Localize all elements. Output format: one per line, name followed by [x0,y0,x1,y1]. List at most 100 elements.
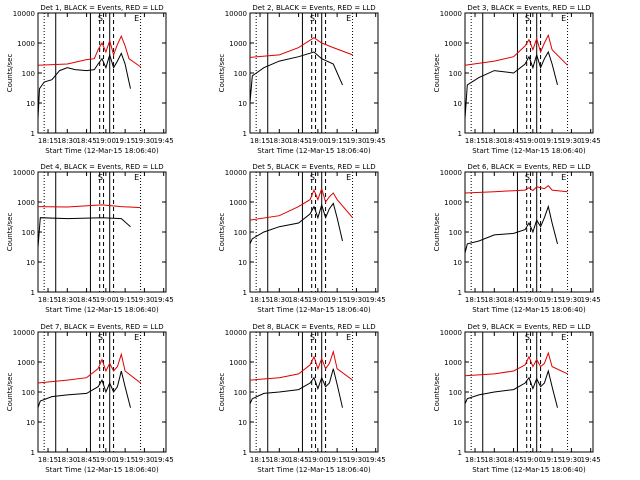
plot-frame [464,171,594,293]
detector-plot-6: 1 10 100 1000 10000 18:15 18:30 18:45 19:00 19:15… [433,163,601,314]
x-tick-label: 18:45 [503,137,523,145]
y-tick-label: 10000 [225,169,247,177]
y-tick-label: 1000 [444,359,462,367]
y-tick-label: 10000 [225,329,247,337]
y-tick-label: 10 [453,419,462,427]
y-tick-label: 1000 [444,40,462,48]
end-marker-label: E [561,173,566,182]
plot-frame [249,331,379,453]
x-tick-label: 18:30 [269,137,289,145]
plot-frame [249,12,379,134]
x-tick-label: 19:15 [327,137,347,145]
detector-plot-7: 1 10 100 1000 10000 18:15 18:30 18:45 19:00 19:15… [6,323,174,474]
x-tick-label: 18:45 [288,456,308,464]
y-tick-label: 100 [234,229,247,237]
x-tick-label: 18:15 [38,296,58,304]
x-tick-label: 19:15 [115,296,135,304]
x-tick-label: 19:30 [134,137,154,145]
x-tick-label: 19:45 [581,137,601,145]
y-tick-label: 10 [453,100,462,108]
y-tick-label: 100 [449,389,462,397]
y-axis-label: Counts/sec [218,54,226,93]
x-tick-label: 19:45 [366,296,386,304]
detector-plot-9: 1 10 100 1000 10000 18:15 18:30 18:45 19:00 19:15… [433,323,601,474]
black-series-line [37,370,131,408]
start-marker-label: S [310,173,315,182]
y-tick-label: 10 [238,419,247,427]
black-series-line [249,368,343,408]
start-marker-label: S [310,333,315,342]
x-tick-label: 19:45 [581,456,601,464]
end-marker-label: E [346,14,351,23]
y-tick-label: 100 [449,229,462,237]
y-tick-label: 10000 [13,329,35,337]
y-tick-label: 1 [243,449,247,457]
red-series-line [249,186,353,221]
y-tick-label: 1 [243,289,247,297]
black-series-line [464,50,558,119]
y-tick-label: 1 [31,289,35,297]
y-axis-label: Counts/sec [433,373,441,412]
x-tick-label: 18:30 [484,137,504,145]
y-tick-label: 10000 [225,10,247,18]
red-series-line [464,185,568,194]
y-tick-label: 1 [31,449,35,457]
start-marker-label: S [98,173,103,182]
y-axis-label: Counts/sec [218,213,226,252]
plot-title: Det 3, BLACK = Events, RED = LLD [467,4,590,12]
detector-plot-8: 1 10 100 1000 10000 18:15 18:30 18:45 19:00 19:15… [218,323,386,474]
x-axis-label: Start Time (12-Mar-15 18:06:40) [257,306,371,314]
x-tick-label: 19:00 [523,296,543,304]
end-marker-label: E [134,333,139,342]
x-tick-label: 19:30 [346,296,366,304]
y-tick-label: 10000 [440,169,462,177]
x-tick-label: 19:30 [561,137,581,145]
y-tick-label: 10000 [440,10,462,18]
x-axis-label: Start Time (12-Mar-15 18:06:40) [257,466,371,474]
x-axis-label: Start Time (12-Mar-15 18:06:40) [472,306,586,314]
start-marker-label: S [525,333,530,342]
y-axis-label: Counts/sec [433,54,441,93]
y-tick-label: 1000 [444,199,462,207]
y-tick-label: 10000 [440,329,462,337]
detector-plot-3: 1 10 100 1000 10000 18:15 18:30 18:45 19:00 19:15… [433,4,601,155]
x-tick-label: 19:00 [308,296,328,304]
end-marker-label: E [346,173,351,182]
x-tick-label: 18:45 [288,137,308,145]
plot-title: Det 2, BLACK = Events, RED = LLD [252,4,375,12]
x-tick-label: 19:30 [134,296,154,304]
red-series-line [464,33,568,66]
red-series-line [37,204,141,209]
plot-title: Det 7, BLACK = Events, RED = LLD [40,323,163,331]
x-axis-label: Start Time (12-Mar-15 18:06:40) [257,147,371,155]
x-tick-label: 18:15 [465,137,485,145]
black-series-line [464,369,558,408]
x-tick-label: 19:15 [115,137,135,145]
x-tick-label: 18:15 [465,456,485,464]
detector-plot-5: 1 10 100 1000 10000 18:15 18:30 18:45 19:00 19:15… [218,163,386,314]
x-axis-label: Start Time (12-Mar-15 18:06:40) [472,466,586,474]
x-tick-label: 18:30 [57,456,77,464]
x-axis-label: Start Time (12-Mar-15 18:06:40) [472,147,586,155]
x-tick-label: 18:45 [288,296,308,304]
plot-frame [37,171,167,293]
x-tick-label: 19:00 [96,137,116,145]
y-tick-label: 10000 [13,169,35,177]
plot-frame [464,331,594,453]
x-axis-label: Start Time (12-Mar-15 18:06:40) [45,306,159,314]
y-axis-label: Counts/sec [6,373,14,412]
x-tick-label: 18:45 [503,456,523,464]
x-tick-label: 19:45 [366,456,386,464]
plot-title: Det 8, BLACK = Events, RED = LLD [252,323,375,331]
x-tick-label: 19:15 [542,137,562,145]
x-tick-label: 18:30 [269,456,289,464]
plot-frame [464,12,594,134]
x-tick-label: 19:30 [134,456,154,464]
x-tick-label: 19:00 [523,456,543,464]
x-tick-label: 18:15 [38,137,58,145]
x-tick-label: 18:15 [250,296,270,304]
start-marker-label: S [98,333,103,342]
y-axis-label: Counts/sec [218,373,226,412]
start-marker-label: S [525,173,530,182]
